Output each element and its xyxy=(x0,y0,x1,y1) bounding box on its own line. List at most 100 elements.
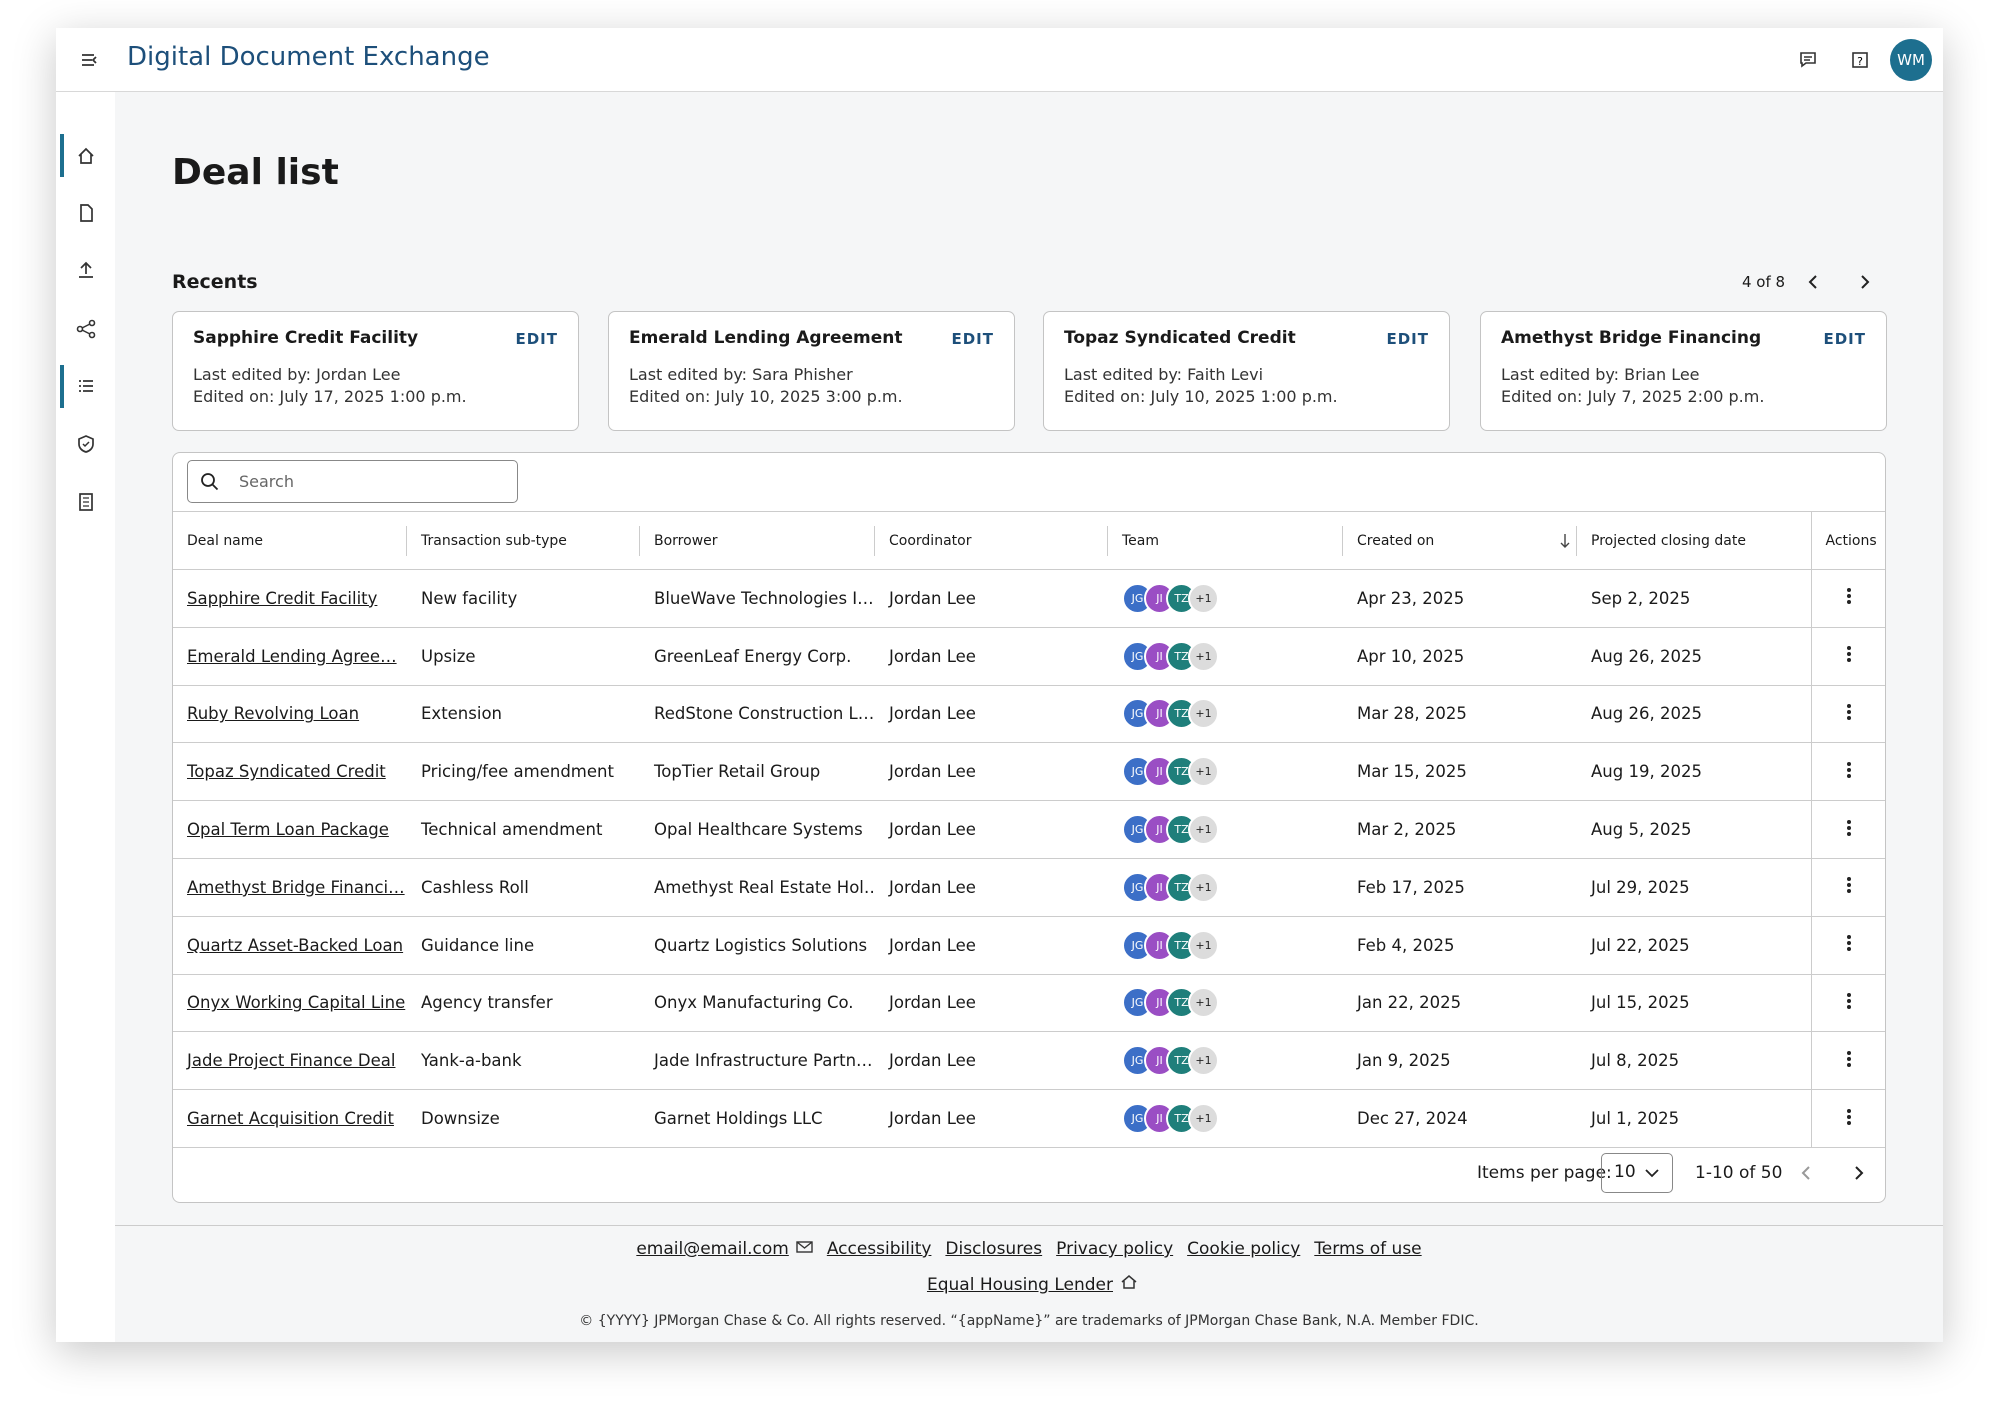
team-cell: JG JI TZ +1 xyxy=(1108,916,1343,975)
recent-card[interactable]: Emerald Lending Agreement EDIT Last edited… xyxy=(608,311,1015,431)
table-row: Garnet Acquisition Credit Downsize Garnet … xyxy=(173,1089,1885,1148)
table-row: Emerald Lending Agree… Upsize GreenLeaf En… xyxy=(173,627,1885,686)
upload-icon[interactable] xyxy=(75,259,97,281)
cell: Jul 1, 2025 xyxy=(1577,1089,1811,1148)
items-per-page-value: 10 xyxy=(1614,1162,1636,1182)
footer-link[interactable]: email@email.com xyxy=(636,1239,789,1259)
deal-link[interactable]: Sapphire Credit Facility xyxy=(173,569,407,628)
team-cell: JG JI TZ +1 xyxy=(1108,800,1343,859)
search-box[interactable]: Search xyxy=(187,460,518,503)
cell: Yank-a-bank xyxy=(407,1031,640,1091)
edit-button[interactable]: EDIT xyxy=(951,330,994,348)
cell: Jul 15, 2025 xyxy=(1577,974,1811,1033)
team-cell: JG JI TZ +1 xyxy=(1108,569,1343,628)
prev-button[interactable] xyxy=(1804,272,1822,292)
home-icon[interactable] xyxy=(75,145,97,167)
share-icon[interactable] xyxy=(75,318,97,340)
cell: Jul 29, 2025 xyxy=(1577,858,1811,917)
edited-on: Edited on: July 17, 2025 1:00 p.m. xyxy=(193,387,467,406)
team-avatar: +1 xyxy=(1188,756,1219,788)
deal-link[interactable]: Jade Project Finance Deal xyxy=(173,1031,407,1091)
column-header: Team xyxy=(1108,511,1343,570)
list-icon[interactable] xyxy=(75,375,97,397)
cell: Jordan Lee xyxy=(875,1031,1108,1091)
next-button[interactable] xyxy=(1856,272,1874,292)
team-avatar: +1 xyxy=(1188,929,1219,961)
more-actions[interactable] xyxy=(1846,819,1852,837)
mail-icon xyxy=(796,1241,813,1253)
help-icon[interactable]: ? xyxy=(1850,50,1870,70)
items-per-page-select[interactable]: 10 xyxy=(1601,1153,1673,1193)
menu-icon[interactable] xyxy=(80,50,100,70)
equal-housing: Equal Housing Lender xyxy=(115,1274,1943,1295)
more-actions[interactable] xyxy=(1846,1050,1852,1068)
deal-link[interactable]: Amethyst Bridge Financi… xyxy=(173,858,407,917)
footer-link[interactable]: Accessibility xyxy=(826,1239,932,1259)
user-avatar[interactable]: WM xyxy=(1890,39,1932,81)
deal-link[interactable]: Emerald Lending Agree… xyxy=(173,627,407,686)
cell: New facility xyxy=(407,569,640,628)
deal-link[interactable]: Quartz Asset-Backed Loan xyxy=(173,916,407,975)
header: Digital Document Exchange ? WM xyxy=(56,28,1943,92)
edit-button[interactable]: EDIT xyxy=(1823,330,1866,348)
more-actions[interactable] xyxy=(1846,645,1852,663)
more-actions[interactable] xyxy=(1846,1108,1852,1126)
prev-page[interactable] xyxy=(1797,1163,1815,1183)
deal-link[interactable]: Onyx Working Capital Line xyxy=(173,974,407,1033)
card-name: Sapphire Credit Facility xyxy=(193,328,419,348)
more-actions[interactable] xyxy=(1846,761,1852,779)
footer-link[interactable]: Disclosures xyxy=(945,1239,1043,1259)
table-row: Sapphire Credit Facility New facility Blue… xyxy=(173,569,1885,628)
footer-link[interactable]: Privacy policy xyxy=(1056,1239,1174,1259)
deal-link[interactable]: Opal Term Loan Package xyxy=(173,800,407,859)
chat-icon[interactable] xyxy=(1798,50,1818,70)
deal-link[interactable]: Garnet Acquisition Credit xyxy=(173,1089,407,1148)
deal-link[interactable]: Ruby Revolving Loan xyxy=(173,685,407,744)
footer-link[interactable]: Equal Housing Lender xyxy=(926,1275,1113,1295)
cell: Jan 22, 2025 xyxy=(1343,974,1577,1033)
last-edited: Last edited by: Sara Phisher xyxy=(629,365,853,384)
team-avatar: +1 xyxy=(1188,582,1219,614)
footer-link[interactable]: Cookie policy xyxy=(1187,1239,1301,1259)
more-actions[interactable] xyxy=(1846,587,1852,605)
more-actions[interactable] xyxy=(1846,876,1852,894)
app-title: Digital Document Exchange xyxy=(127,42,490,72)
more-actions[interactable] xyxy=(1846,934,1852,952)
last-edited: Last edited by: Jordan Lee xyxy=(193,365,401,384)
deal-link[interactable]: Topaz Syndicated Credit xyxy=(173,742,407,802)
cell: Apr 23, 2025 xyxy=(1343,569,1577,628)
sort-icon[interactable] xyxy=(1559,533,1571,549)
cell: Sep 2, 2025 xyxy=(1577,569,1811,628)
document-icon[interactable] xyxy=(75,202,97,224)
shield-icon[interactable] xyxy=(75,433,97,455)
card-name: Topaz Syndicated Credit xyxy=(1064,328,1296,348)
team-avatar: +1 xyxy=(1188,1045,1219,1077)
recent-card[interactable]: Topaz Syndicated Credit EDIT Last edited b… xyxy=(1043,311,1450,431)
copyright: © {YYYY} JPMorgan Chase & Co. All rights… xyxy=(579,1313,1479,1329)
column-header: Coordinator xyxy=(875,511,1108,570)
table-row: Amethyst Bridge Financi… Cashless Roll Ame… xyxy=(173,858,1885,917)
team-cell: JG JI TZ +1 xyxy=(1108,974,1343,1033)
next-page[interactable] xyxy=(1850,1163,1868,1183)
more-actions[interactable] xyxy=(1846,992,1852,1010)
edit-button[interactable]: EDIT xyxy=(515,330,558,348)
team-avatar: +1 xyxy=(1188,987,1219,1019)
edit-button[interactable]: EDIT xyxy=(1386,330,1429,348)
cell: Downsize xyxy=(407,1089,640,1148)
cell: Aug 5, 2025 xyxy=(1577,800,1811,859)
actions-cell xyxy=(1810,627,1885,686)
page-title: Deal list xyxy=(172,152,339,193)
more-actions[interactable] xyxy=(1846,703,1852,721)
search-icon xyxy=(201,473,219,491)
recent-card[interactable]: Sapphire Credit Facility EDIT Last edited … xyxy=(172,311,579,431)
recent-card[interactable]: Amethyst Bridge Financing EDIT Last edited… xyxy=(1480,311,1887,431)
cell: BlueWave Technologies I… xyxy=(640,569,875,628)
actions-cell xyxy=(1810,1031,1885,1091)
last-edited: Last edited by: Brian Lee xyxy=(1501,365,1700,384)
book-icon[interactable] xyxy=(75,491,97,513)
cell: Jordan Lee xyxy=(875,1089,1108,1148)
footer-link[interactable]: Terms of use xyxy=(1314,1239,1422,1259)
column-header: Actions xyxy=(1810,511,1885,570)
cell: Mar 28, 2025 xyxy=(1343,685,1577,744)
